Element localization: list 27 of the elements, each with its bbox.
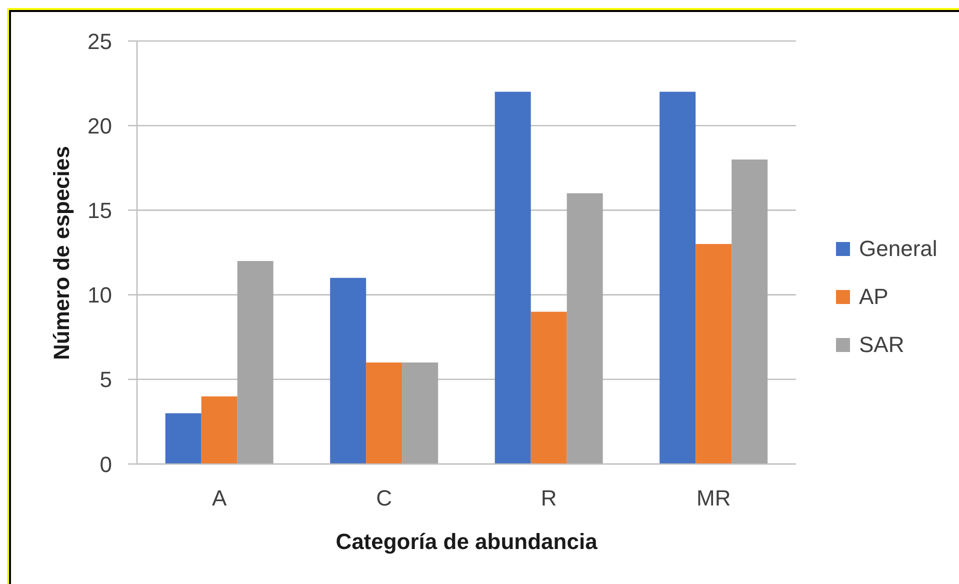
x-tick-label: R: [540, 486, 557, 511]
bar: [201, 396, 238, 464]
bar: [366, 362, 402, 464]
x-tick-label: A: [212, 486, 228, 511]
bar: [165, 413, 202, 464]
y-tick-label: 25: [88, 28, 112, 54]
legend-label: General: [859, 236, 938, 262]
y-axis-title: Número de especies: [49, 146, 75, 360]
y-tick-label: 5: [100, 367, 112, 392]
bar: [494, 92, 531, 464]
x-tick-label: MR: [696, 486, 731, 511]
bar: [696, 244, 732, 464]
legend-label: AP: [859, 284, 888, 310]
bar: [237, 260, 274, 464]
bar: [660, 92, 696, 464]
x-tick-label: C: [376, 486, 392, 511]
bar: [530, 312, 567, 464]
bar: [402, 362, 438, 464]
y-tick-label: 20: [88, 113, 112, 138]
bar: [330, 278, 366, 464]
y-tick-label: 0: [100, 452, 112, 477]
y-tick-label: 10: [88, 282, 112, 308]
legend-label: SAR: [859, 332, 904, 358]
x-axis-title: Categoría de abundancia: [336, 529, 598, 555]
y-tick-label: 15: [88, 198, 112, 224]
bar: [566, 193, 603, 464]
bar: [732, 159, 768, 464]
